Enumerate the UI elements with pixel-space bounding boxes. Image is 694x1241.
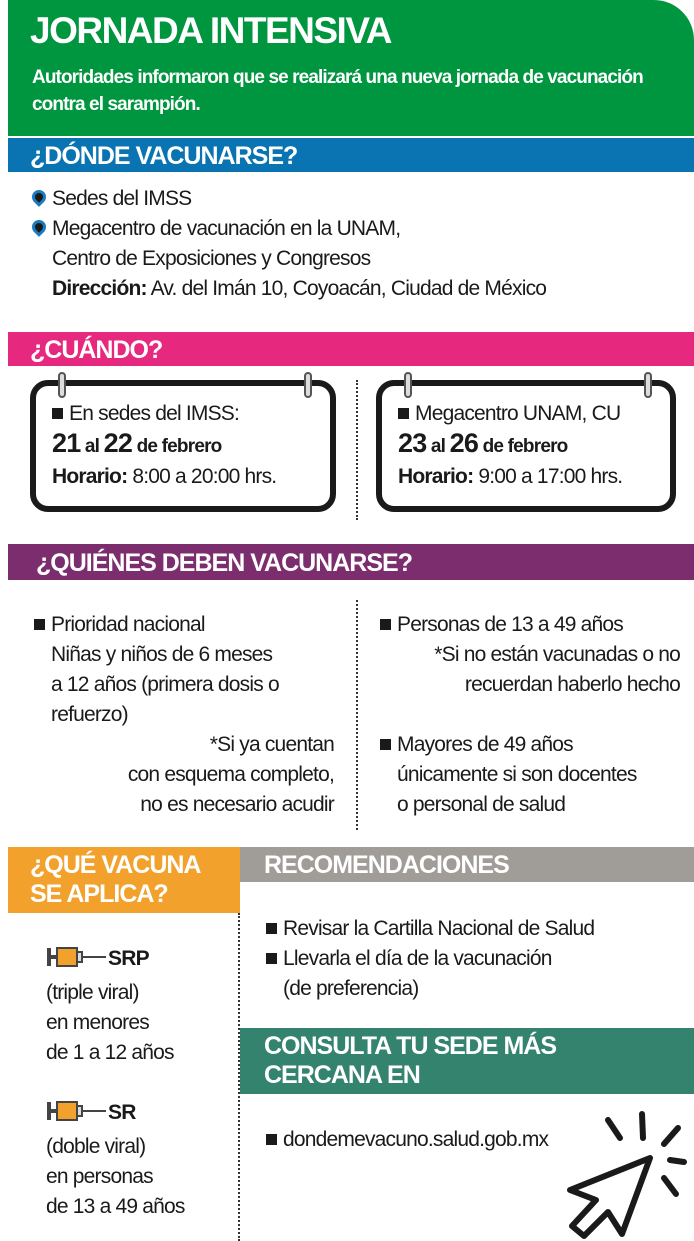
group-line: a 12 años (primera dosis o — [51, 673, 280, 696]
vaccine-line: en personas — [46, 1165, 154, 1188]
divider — [356, 600, 358, 830]
al: al — [80, 436, 104, 457]
end-day: 22 — [103, 428, 133, 458]
group-line: recuerdan haberlo hecho — [464, 673, 681, 696]
consulta-header: CONSULTA TU SEDE MÁS CERCANA EN — [240, 1028, 694, 1094]
group-note: no es necesario acudir — [140, 793, 335, 816]
group-head: Prioridad nacional — [51, 613, 206, 636]
donde-header: ¿DÓNDE VACUNARSE? — [8, 138, 694, 172]
end-day: 26 — [449, 428, 479, 458]
header: JORNADA INTENSIVA Autoridades informaron… — [8, 0, 694, 136]
recommendation-note: (de preferencia) — [283, 977, 419, 1000]
cuando-header: ¿CUÁNDO? — [8, 332, 694, 366]
vaccine-line: de 1 a 12 años — [46, 1041, 175, 1064]
location-item: Sedes del IMSS — [52, 187, 192, 210]
quienes-right: Personas de 13 a 49 años *Si no están va… — [380, 610, 681, 820]
donde-content: Sedes del IMSS Megacentro de vacunación … — [29, 184, 547, 304]
syringe-icon — [47, 947, 106, 967]
calendar-ring — [304, 372, 312, 398]
consulta-url-row: dondemevacuno.salud.gob.mx — [266, 1125, 549, 1155]
address-label: Dirección: — [52, 277, 148, 300]
calendar-icon — [404, 372, 412, 398]
hours: 8:00 a 20:00 hrs. — [127, 465, 277, 488]
al: al — [426, 436, 450, 457]
month: de febrero — [132, 436, 223, 457]
group-line: únicamente si son docentes — [397, 763, 637, 786]
quienes-header: ¿QUIÉNES DEBEN VACUNARSE? — [8, 544, 694, 580]
recommendation: Revisar la Cartilla Nacional de Salud — [283, 917, 595, 940]
divider — [356, 380, 358, 520]
subtitle: Autoridades informaron que se realizará … — [32, 67, 644, 115]
recomendaciones-list: Revisar la Cartilla Nacional de Salud Ll… — [266, 914, 595, 1004]
consulta-url[interactable]: dondemevacuno.salud.gob.mx — [283, 1128, 549, 1151]
calendar-ring — [644, 372, 652, 398]
group-note: *Si ya cuentan — [209, 733, 335, 756]
calendar-icon — [58, 372, 66, 398]
address: Av. del Imán 10, Coyoacán, Ciudad de Méx… — [146, 277, 547, 300]
map-pin-icon — [29, 217, 49, 237]
group-line: *Si no están vacunadas o no — [434, 643, 681, 666]
group-line: o personal de salud — [397, 793, 566, 816]
recomendaciones-header: RECOMENDACIONES — [240, 847, 694, 882]
vaccine-name: SRP — [108, 947, 150, 970]
divider — [238, 913, 240, 1241]
vacuna-list: SRP (triple viral) en menores de 1 a 12 … — [46, 944, 185, 1222]
quienes-left: Prioridad nacional Niñas y niños de 6 me… — [34, 610, 335, 820]
start-day: 23 — [398, 428, 427, 458]
vacuna-header: ¿QUÉ VACUNA SE APLICA? — [8, 847, 240, 913]
calendar-card: En sedes del IMSS: 21 al 22 de febrero H… — [30, 372, 336, 512]
vaccine-line: (triple viral) — [46, 981, 139, 1004]
hours: 9:00 a 17:00 hrs. — [473, 465, 623, 488]
map-pin-icon — [29, 187, 49, 207]
group-line: refuerzo) — [51, 703, 129, 726]
group-line: Niñas y niños de 6 meses — [51, 643, 273, 666]
vaccine-line: en menores — [46, 1011, 150, 1034]
recommendation: Llevarla el día de la vacunación — [283, 947, 552, 970]
group-note: con esquema completo, — [127, 763, 335, 786]
calendar-card: Megacentro UNAM, CU 23 al 26 de febrero … — [376, 372, 676, 512]
card-place: Megacentro UNAM, CU — [415, 402, 621, 425]
hours-label: Horario: — [398, 465, 474, 488]
vaccine-line: (doble viral) — [46, 1135, 146, 1158]
vaccine-line: de 13 a 49 años — [46, 1195, 185, 1218]
page-title: JORNADA INTENSIVA — [30, 10, 392, 51]
group-head: Mayores de 49 años — [397, 733, 574, 756]
location-item: Megacentro de vacunación en la UNAM, — [52, 217, 401, 240]
hours-label: Horario: — [52, 465, 128, 488]
syringe-icon — [47, 1101, 106, 1121]
cursor-click-icon — [567, 1111, 687, 1239]
vaccine-name: SR — [108, 1101, 136, 1124]
location-line: Centro de Exposiciones y Congresos — [52, 247, 371, 270]
card-place: En sedes del IMSS: — [69, 402, 240, 425]
group-head: Personas de 13 a 49 años — [397, 613, 624, 636]
start-day: 21 — [52, 428, 81, 458]
month: de febrero — [478, 436, 569, 457]
